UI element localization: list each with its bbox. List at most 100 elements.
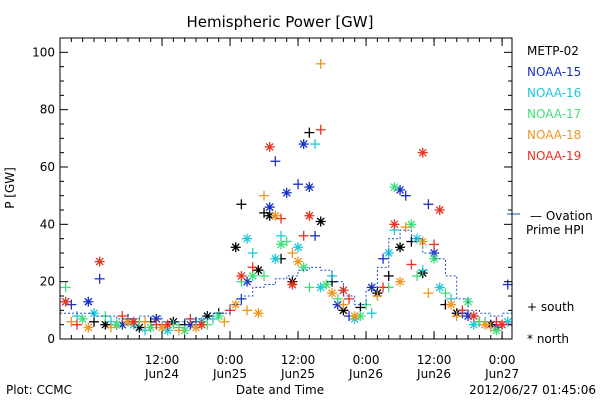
x-tick-label-time-1: 0:00 (217, 353, 244, 367)
north-point-noaa-19 (434, 205, 445, 215)
south-point-noaa-19 (406, 259, 417, 270)
south-point-noaa-16 (276, 230, 287, 241)
legend-entry-noaa-15: NOAA-15 (527, 65, 581, 79)
north-point-noaa-19 (389, 219, 400, 230)
north-point-noaa-16 (383, 248, 394, 258)
south-point-noaa-19 (151, 319, 162, 330)
south-point-noaa-15 (94, 273, 105, 284)
south-point-noaa-18 (338, 299, 349, 310)
south-point-noaa-19 (429, 239, 440, 250)
x-tick-label-time-0: 12:00 (145, 353, 180, 367)
y-tick-label-80: 80 (40, 103, 55, 117)
north-point-noaa-19 (196, 319, 207, 330)
y-tick-label-40: 40 (40, 217, 55, 231)
south-point-noaa-18 (423, 288, 434, 299)
y-tick-label-20: 20 (40, 275, 55, 289)
north-point-noaa-17 (389, 182, 400, 193)
south-point-noaa-18 (140, 316, 151, 327)
south-point-noaa-19 (276, 213, 287, 224)
ovation-legend-label-1: — Ovation (530, 209, 593, 223)
south-point-noaa-18 (242, 305, 253, 316)
footer-timestamp: 2012/06/27 01:45:06 (469, 383, 596, 397)
north-point-noaa-16 (242, 233, 253, 244)
south-point-noaa-17 (60, 282, 71, 293)
north-point-noaa-16 (293, 242, 304, 253)
south-point-noaa-19 (72, 319, 83, 330)
south-point-noaa-19 (457, 305, 468, 316)
legend-entry-noaa-18: NOAA-18 (527, 128, 581, 142)
north-point-noaa-18 (327, 288, 338, 299)
north-point-noaa-18 (395, 276, 406, 287)
north-point-noaa-19 (236, 270, 247, 281)
y-axis-label: P [GW] (3, 167, 17, 209)
south-point-noaa-18 (451, 311, 462, 322)
south-point-noaa-18 (174, 325, 185, 336)
north-point-noaa-17 (77, 313, 88, 324)
south-point-noaa-18 (287, 248, 298, 258)
chart-title: Hemispheric Power [GW] (187, 13, 374, 31)
south-point-noaa-18 (219, 316, 230, 327)
north-point-noaa-19 (497, 319, 508, 330)
south-point-noaa-17 (304, 282, 315, 293)
north-point-noaa-18 (417, 236, 428, 247)
south-point-noaa-15 (270, 156, 281, 167)
north-point-noaa-18 (83, 322, 94, 333)
legend-entry-metp-02: METP-02 (527, 44, 579, 58)
north-point-noaa-16 (270, 253, 281, 264)
x-tick-label-date-0: Jun24 (144, 367, 179, 381)
south-point-noaa-19 (344, 293, 355, 304)
x-tick-label-time-5: 0:00 (489, 353, 516, 367)
north-point-noaa-15 (264, 202, 275, 213)
south-point-noaa-18 (315, 58, 326, 69)
footer-plot-credit: Plot: CCMC (6, 383, 72, 397)
y-tick-label-0: 0 (47, 332, 55, 346)
south-point-noaa-15 (310, 230, 321, 241)
legend-north-marker: * north (527, 332, 569, 346)
north-point-noaa-15 (366, 282, 377, 293)
north-point-metp-02 (230, 242, 241, 253)
south-point-noaa-19 (378, 282, 389, 293)
south-point-noaa-19 (298, 230, 309, 241)
legend: METP-02 NOAA-15 NOAA-16 NOAA-17 NOAA-18 NOAA-… (527, 44, 581, 163)
north-point-noaa-19 (94, 256, 105, 267)
south-point-metp-02 (304, 127, 315, 138)
x-axis-label: Date and Time (236, 383, 324, 397)
south-point-noaa-17 (332, 293, 343, 304)
north-point-noaa-15 (83, 296, 94, 307)
ovation-prime-hpi-line (60, 229, 513, 323)
north-point-noaa-19 (287, 279, 298, 290)
south-point-metp-02 (355, 302, 366, 313)
south-point-noaa-16 (310, 139, 321, 150)
north-point-noaa-19 (338, 285, 349, 296)
south-point-noaa-18 (259, 190, 270, 201)
north-point-noaa-18 (480, 319, 491, 330)
south-point-noaa-18 (66, 316, 77, 327)
south-point-noaa-15 (378, 253, 389, 264)
north-point-noaa-17 (213, 311, 224, 322)
series-layer (60, 58, 513, 336)
south-point-metp-02 (89, 316, 100, 327)
north-point-noaa-17 (321, 279, 332, 290)
ovation-line-layer (60, 213, 520, 323)
south-point-noaa-18 (400, 222, 411, 233)
north-point-noaa-15 (304, 182, 315, 193)
south-point-noaa-15 (293, 179, 304, 190)
north-point-metp-02 (315, 216, 326, 227)
north-point-noaa-15 (298, 139, 309, 150)
south-point-noaa-17 (259, 270, 270, 281)
south-point-noaa-16 (247, 248, 258, 258)
south-point-noaa-17 (440, 288, 451, 299)
north-point-noaa-19 (128, 316, 139, 327)
x-tick-label-time-2: 12:00 (281, 353, 316, 367)
legend-entry-noaa-17: NOAA-17 (527, 107, 581, 121)
north-point-noaa-16 (89, 308, 100, 319)
north-point-noaa-19 (468, 311, 479, 322)
x-tick-label-date-3: Jun26 (348, 367, 383, 381)
south-point-metp-02 (236, 199, 247, 210)
y-tick-label-60: 60 (40, 160, 55, 174)
south-point-noaa-19 (247, 262, 258, 273)
north-point-noaa-17 (429, 253, 440, 264)
south-point-noaa-17 (412, 270, 423, 281)
north-point-noaa-18 (230, 299, 241, 310)
north-point-noaa-17 (247, 270, 258, 281)
